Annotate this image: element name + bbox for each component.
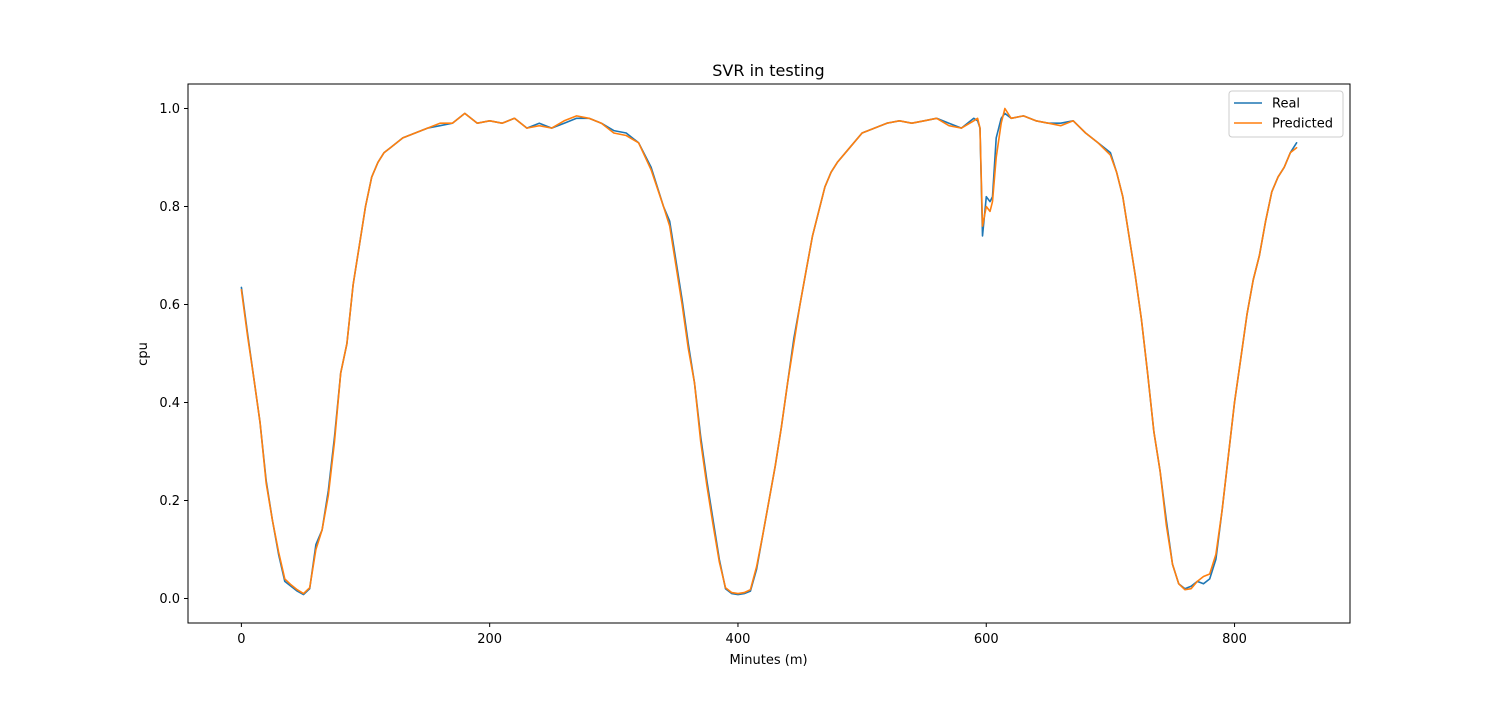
chart-title: SVR in testing — [712, 61, 824, 80]
legend-label-predicted: Predicted — [1272, 117, 1333, 132]
plot-frame — [187, 83, 1351, 624]
plot-area — [187, 83, 1351, 624]
y-tick-label: 0.6 — [159, 298, 180, 313]
legend: Real Predicted — [1228, 90, 1344, 138]
x-axis-label: Minutes (m) — [729, 653, 807, 668]
y-axis: 0.0 0.2 0.4 0.6 0.8 1.0 — [159, 102, 188, 607]
series-layer — [240, 107, 1298, 596]
y-tick-label: 0.0 — [159, 592, 180, 607]
x-tick-label: 800 — [1222, 632, 1247, 647]
x-axis: 0 200 400 600 800 — [237, 623, 1247, 647]
x-tick-label: 0 — [237, 632, 245, 647]
y-tick-label: 1.0 — [159, 102, 180, 117]
x-tick-label: 600 — [974, 632, 999, 647]
x-tick-label: 400 — [726, 632, 751, 647]
series-line-predicted — [240, 107, 1298, 595]
y-tick-label: 0.2 — [159, 494, 180, 509]
y-tick-label: 0.8 — [159, 200, 180, 215]
legend-label-real: Real — [1272, 97, 1300, 112]
y-axis-label: cpu — [136, 342, 151, 366]
y-tick-label: 0.4 — [159, 396, 180, 411]
x-tick-label: 200 — [477, 632, 502, 647]
